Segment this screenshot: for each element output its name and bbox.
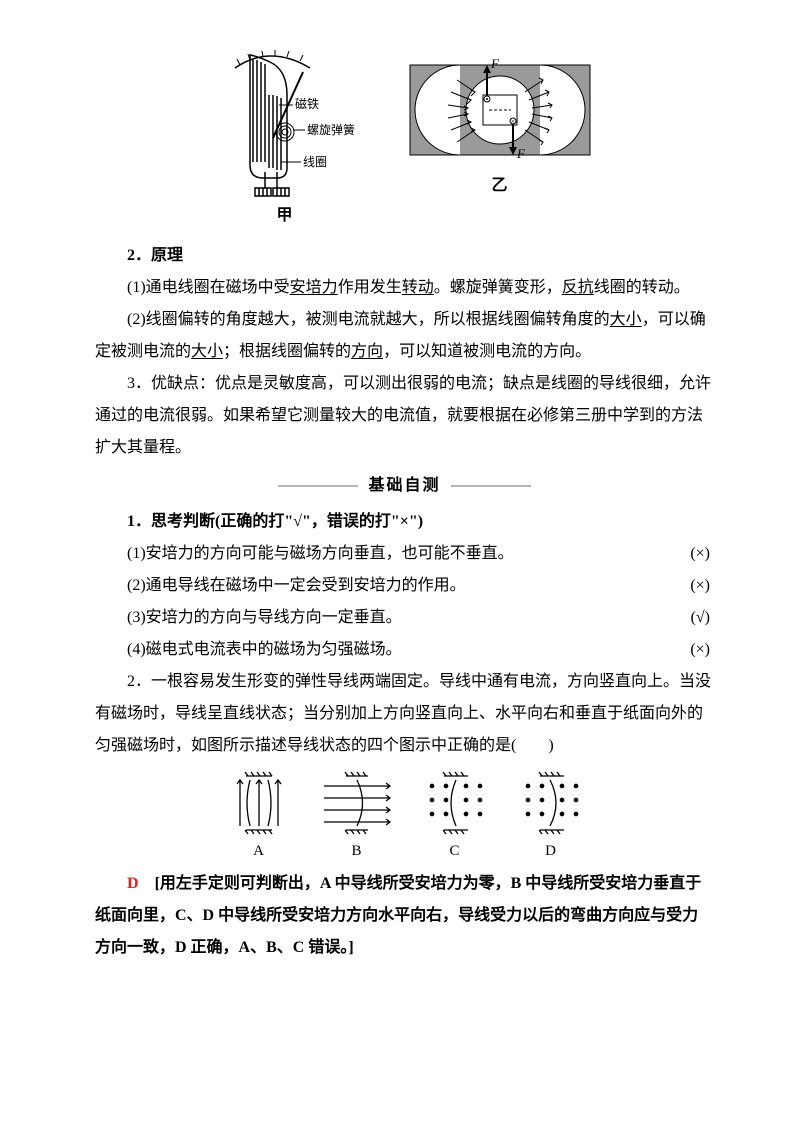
figure-row: 磁铁 螺旋弹簧 线圈 甲 × xyxy=(95,50,714,232)
choice-B: B xyxy=(316,768,398,866)
underline-rotate: 转动 xyxy=(402,279,434,296)
text-p2c: ；根据线圈偏转的 xyxy=(223,343,351,360)
text-p2a: (2)线圈偏转的角度越大，被测电流就越大，所以根据线圈偏转角度的 xyxy=(127,311,610,328)
choice-D-icon xyxy=(512,768,590,838)
tf-row-2: (2)通电导线在磁场中一定会受到安培力的作用。 (×) xyxy=(95,570,714,602)
tf-text-1: (1)安培力的方向可能与磁场方向垂直，也可能不垂直。 xyxy=(95,538,514,570)
para-principle-2: (2)线圈偏转的角度越大，被测电流就越大，所以根据线圈偏转角度的大小，可以确定被… xyxy=(95,304,714,368)
answer-letter: D xyxy=(127,875,139,892)
choice-C-label: C xyxy=(416,836,494,866)
tf-ans-3: (√) xyxy=(691,602,714,634)
tf-ans-1: (×) xyxy=(690,538,714,570)
underline-size2: 大小 xyxy=(191,343,223,360)
tf-text-2: (2)通电导线在磁场中一定会受到安培力的作用。 xyxy=(95,570,466,602)
text-p1a: (1)通电线圈在磁场中受 xyxy=(127,279,290,296)
label-F-up: F xyxy=(490,56,500,71)
text-p1c: 。螺旋弹簧变形， xyxy=(434,279,562,296)
choice-A-label: A xyxy=(220,836,298,866)
tf-ans-4: (×) xyxy=(690,634,714,666)
choice-B-icon xyxy=(316,768,398,838)
text-p1b: 作用发生 xyxy=(338,279,402,296)
choice-A: A xyxy=(220,768,298,866)
divider-line-right xyxy=(451,485,531,487)
tf-ans-2: (×) xyxy=(690,570,714,602)
underline-resist: 反抗 xyxy=(562,279,594,296)
label-S: S xyxy=(565,100,575,120)
choice-C-icon xyxy=(416,768,494,838)
section-divider: 基础自测 xyxy=(95,470,714,502)
galvanometer-diagram-icon: 磁铁 螺旋弹簧 线圈 xyxy=(215,50,355,200)
figure-yi: × F xyxy=(405,50,595,232)
label-coil: 线圈 xyxy=(303,155,327,169)
tf-text-4: (4)磁电式电流表中的磁场为匀强磁场。 xyxy=(95,634,402,666)
answer-body: [用左手定则可判断出，A 中导线所受安培力为零，B 中导线所受安培力垂直于纸面向… xyxy=(95,875,701,956)
choice-D-label: D xyxy=(512,836,590,866)
choice-figures-row: A B xyxy=(95,768,714,866)
tf-row-3: (3)安培力的方向与导线方向一定垂直。 (√) xyxy=(95,602,714,634)
para-principle-1: (1)通电线圈在磁场中受安培力作用发生转动。螺旋弹簧变形，反抗线圈的转动。 xyxy=(95,272,714,304)
tf-text-3: (3)安培力的方向与导线方向一定垂直。 xyxy=(95,602,402,634)
q1-heading: 1．思考判断(正确的打"√"，错误的打"×") xyxy=(95,506,714,538)
label-magnet: 磁铁 xyxy=(295,96,319,111)
answer-paragraph: D [用左手定则可判断出，A 中导线所受安培力为零，B 中导线所受安培力垂直于纸… xyxy=(95,868,714,964)
choice-A-icon xyxy=(220,768,298,838)
section-2-heading: 2．原理 xyxy=(95,240,714,272)
text-p2d: ，可以知道被测电流的方向。 xyxy=(383,343,591,360)
choice-B-label: B xyxy=(316,836,398,866)
divider-line-left xyxy=(278,485,358,487)
label-N: N xyxy=(423,100,436,120)
label-F-down: F xyxy=(516,146,526,161)
tf-row-4: (4)磁电式电流表中的磁场为匀强磁场。 (×) xyxy=(95,634,714,666)
underline-size1: 大小 xyxy=(610,311,642,328)
q2-text: 2．一根容易发生形变的弹性导线两端固定。导线中通有电流，方向竖直向上。当没有磁场… xyxy=(95,666,714,762)
text-p1d: 线圈的转动。 xyxy=(594,279,690,296)
tf-row-1: (1)安培力的方向可能与磁场方向垂直，也可能不垂直。 (×) xyxy=(95,538,714,570)
underline-dir: 方向 xyxy=(351,343,383,360)
svg-text:×: × xyxy=(510,117,515,126)
label-spring: 螺旋弹簧 xyxy=(307,122,355,137)
divider-label: 基础自测 xyxy=(358,470,450,502)
para-pros-cons: 3．优缺点：优点是灵敏度高，可以测出很弱的电流；缺点是线圈的导线很细，允许通过的… xyxy=(95,368,714,464)
magnet-field-diagram-icon: × F xyxy=(405,50,595,170)
choice-C: C xyxy=(416,768,494,866)
figure-jia-caption: 甲 xyxy=(215,200,355,232)
choice-D: D xyxy=(512,768,590,866)
underline-anpei: 安培力 xyxy=(290,279,338,296)
figure-yi-caption: 乙 xyxy=(405,170,595,202)
figure-jia: 磁铁 螺旋弹簧 线圈 甲 xyxy=(215,50,355,232)
